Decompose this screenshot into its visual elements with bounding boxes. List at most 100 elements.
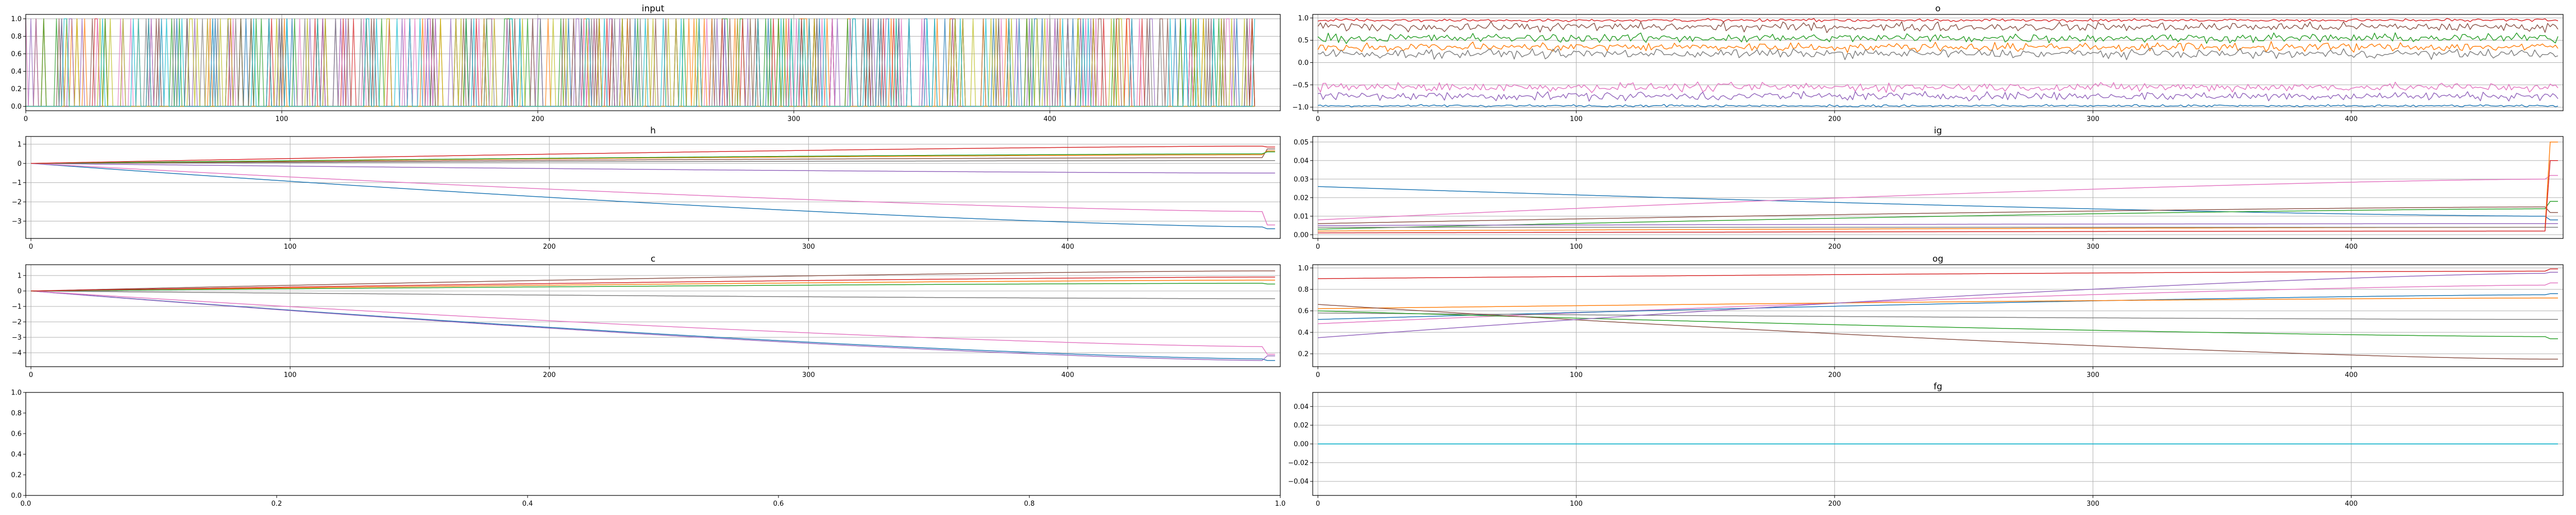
y-tick-label: 0.6 xyxy=(11,431,22,438)
series-group xyxy=(1317,268,2558,360)
y-tick-label: 0.0 xyxy=(11,492,22,500)
x-tick-label: 200 xyxy=(543,243,556,251)
y-tick-label: −3 xyxy=(12,218,22,226)
x-tick-label: 400 xyxy=(1061,371,1074,379)
h-series-line xyxy=(31,163,1275,230)
subplot-title: ig xyxy=(1934,126,1942,136)
x-tick-label: 300 xyxy=(2087,243,2099,251)
o-series-line xyxy=(1317,48,2558,60)
y-tick-label: 1.0 xyxy=(11,15,22,23)
x-tick-label: 200 xyxy=(1828,243,1841,251)
y-tick-label: 0.04 xyxy=(1294,403,1309,411)
c-series-line xyxy=(31,290,1275,299)
x-tick-label: 100 xyxy=(284,371,297,379)
x-tick-label: 1.0 xyxy=(1275,500,1286,508)
x-tick-label: 100 xyxy=(1570,243,1583,251)
o-series-line xyxy=(1317,81,2558,93)
y-tick-label: 0.0 xyxy=(1298,59,1309,67)
o-series-line xyxy=(1317,18,2558,23)
x-tick-label: 0 xyxy=(29,371,33,379)
x-tick-label: 400 xyxy=(2345,115,2358,123)
x-tick-label: 0 xyxy=(24,115,28,123)
c-series-line xyxy=(31,290,1275,361)
x-tick-label: 0.0 xyxy=(21,500,31,508)
y-tick-label: 0.0 xyxy=(11,103,22,111)
og-series-line xyxy=(1317,271,2558,338)
x-tick-label: 100 xyxy=(1570,371,1583,379)
o-series-line xyxy=(1317,21,2558,33)
subplot-title: input xyxy=(642,4,665,14)
y-tick-label: −2 xyxy=(12,319,22,327)
y-tick-label: 0.6 xyxy=(11,50,22,58)
y-tick-label: 1 xyxy=(18,272,22,280)
o-series-line xyxy=(1317,104,2558,108)
x-tick-label: 0.6 xyxy=(773,500,784,508)
y-tick-label: 0.00 xyxy=(1294,231,1309,239)
o-series-line xyxy=(1317,41,2558,53)
x-tick-label: 400 xyxy=(1061,243,1074,251)
x-tick-label: 100 xyxy=(284,243,297,251)
x-tick-label: 300 xyxy=(2087,500,2099,508)
x-tick-label: 300 xyxy=(2087,371,2099,379)
x-tick-label: 0 xyxy=(1316,500,1320,508)
y-tick-label: 0.04 xyxy=(1294,157,1309,165)
h-series-line xyxy=(31,148,1275,164)
y-tick-label: 0 xyxy=(18,288,22,296)
x-tick-label: 0 xyxy=(1316,371,1320,379)
x-tick-label: 200 xyxy=(1828,371,1841,379)
y-tick-label: −0.04 xyxy=(1288,478,1309,486)
axes-frame xyxy=(1312,136,2564,239)
y-tick-label: 0.00 xyxy=(1294,441,1309,449)
y-tick-label: 0.6 xyxy=(1298,307,1309,315)
x-tick-label: 200 xyxy=(1828,500,1841,508)
x-tick-label: 300 xyxy=(787,115,800,123)
ig-series-line xyxy=(1317,207,2558,224)
y-tick-label: 0.03 xyxy=(1294,176,1309,183)
x-tick-label: 300 xyxy=(2087,115,2099,123)
c-series-line xyxy=(31,290,1275,355)
input-channel-line xyxy=(26,18,1256,107)
subplot-o: 0 100 200 300 400 −1.0 −0.5 0.0 0.5 1.0 o xyxy=(1292,4,2564,123)
y-tick-label: 0.01 xyxy=(1294,213,1309,220)
ig-series-line xyxy=(1318,160,2558,233)
y-tick-label: −2 xyxy=(12,199,22,207)
c-series-line xyxy=(31,280,1275,291)
o-series-line xyxy=(1317,91,2558,102)
c-series-line xyxy=(31,270,1275,291)
h-series-line xyxy=(31,160,1275,164)
og-series-line xyxy=(1318,268,2558,279)
y-tick-label: 0 xyxy=(18,160,22,168)
axes-frame xyxy=(25,14,1281,111)
o-series-line xyxy=(1317,32,2558,44)
y-tick-label: 0.8 xyxy=(11,410,22,418)
axes-frame xyxy=(25,392,1281,496)
ig-series-line xyxy=(1318,223,2558,226)
subplot-title: o xyxy=(1935,4,1940,14)
x-tick-label: 100 xyxy=(276,115,289,123)
og-series-line xyxy=(1317,304,2558,360)
subplot-input: 0 100 200 300 400 0.0 0.2 0.4 0.6 0.8 1.0 input xyxy=(11,4,1281,123)
subplot-og: 0 100 200 300 400 0.2 0.4 0.6 0.8 1.0 og xyxy=(1298,254,2564,379)
x-tick-label: 0.2 xyxy=(272,500,282,508)
ig-series-line xyxy=(1317,175,2558,220)
series-group xyxy=(1317,142,2558,233)
x-tick-label: 0.4 xyxy=(522,500,533,508)
x-tick-label: 400 xyxy=(1043,115,1056,123)
h-series-line xyxy=(31,163,1275,226)
y-tick-label: −0.5 xyxy=(1292,81,1309,89)
ig-series-line xyxy=(1317,186,2558,220)
y-tick-label: 0.2 xyxy=(11,85,22,93)
y-tick-label: 0.5 xyxy=(1298,37,1309,45)
x-tick-label: 0 xyxy=(1316,115,1320,123)
y-tick-label: 0.4 xyxy=(11,451,22,459)
subplot-h: 0 100 200 300 400 −3 −2 −1 0 1 h xyxy=(12,126,1281,251)
og-series-line xyxy=(1317,282,2558,324)
subplot-title: c xyxy=(651,254,655,264)
x-tick-label: 300 xyxy=(802,371,815,379)
x-tick-label: 0.8 xyxy=(1024,500,1035,508)
og-series-line xyxy=(1318,313,2558,320)
series-group xyxy=(31,145,1275,230)
y-tick-label: 0.4 xyxy=(11,68,22,76)
x-tick-label: 0 xyxy=(1316,243,1320,251)
subplot-title: og xyxy=(1933,254,1943,264)
